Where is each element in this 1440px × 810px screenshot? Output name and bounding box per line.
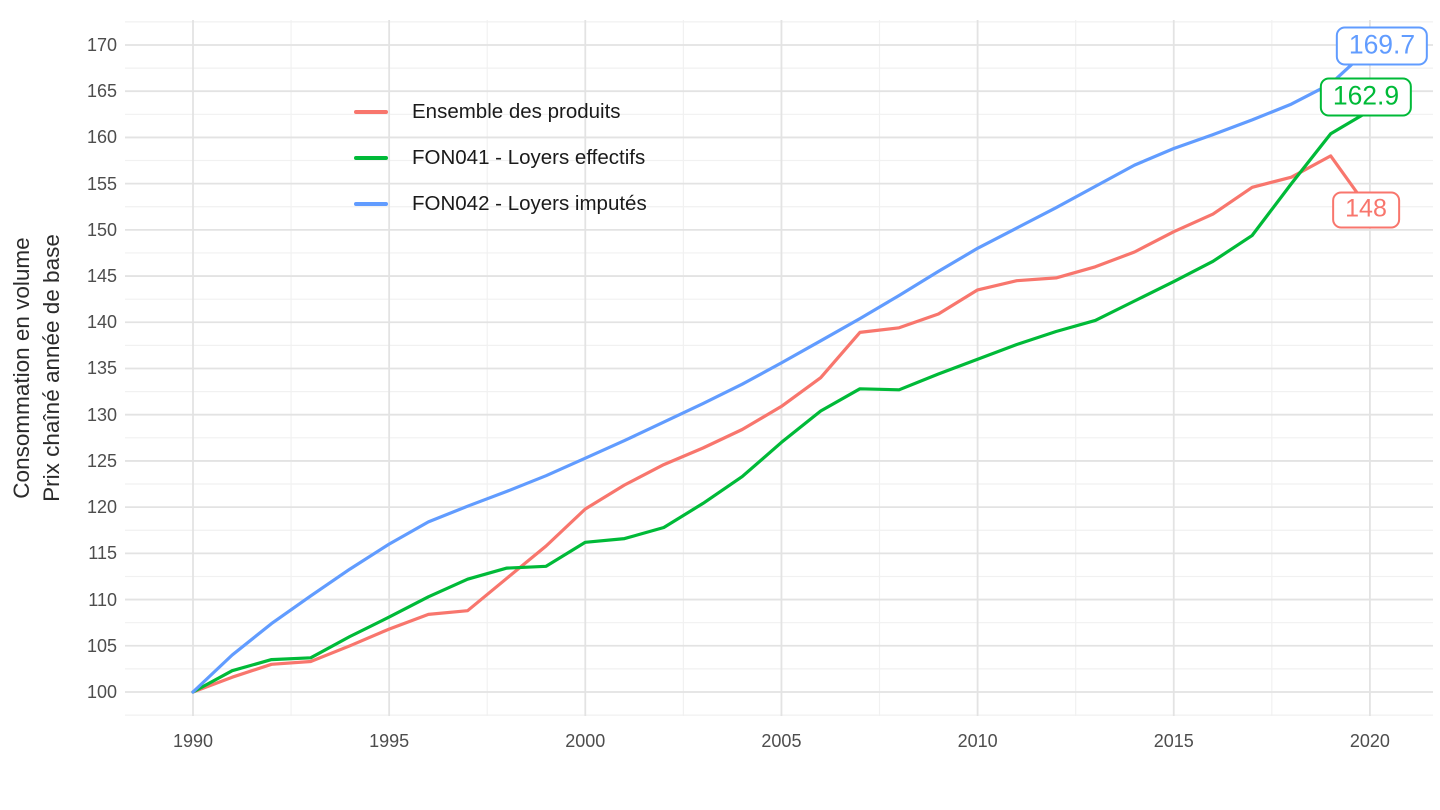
legend-item-fon042: FON042 - Loyers imputés <box>354 181 647 227</box>
legend-label: Ensemble des produits <box>412 100 621 123</box>
series-line-FON042 - Loyers imputés <box>191 46 1372 694</box>
x-tick-label-2010: 2010 <box>957 731 998 751</box>
end-value-label-blue: 169.7 <box>1335 26 1429 66</box>
legend-item-ensemble: Ensemble des produits <box>354 89 647 135</box>
y-tick-label-150: 150 <box>86 219 117 240</box>
x-tick-label-1995: 1995 <box>369 731 410 751</box>
y-tick-label-125: 125 <box>86 450 117 471</box>
series-line-Ensemble des produits <box>191 154 1360 694</box>
end-value-label-green: 162.9 <box>1319 77 1413 117</box>
y-tick-label-145: 145 <box>86 266 117 287</box>
y-tick-label-115: 115 <box>88 543 117 564</box>
x-tick-label-2020: 2020 <box>1349 731 1390 751</box>
legend-line-swatch-blue <box>354 202 388 206</box>
y-tick-label-105: 105 <box>86 635 117 656</box>
y-tick-label-140: 140 <box>86 312 117 333</box>
y-tick-label-110: 110 <box>88 589 117 610</box>
legend-line-swatch-red <box>354 110 388 114</box>
y-tick-label-135: 135 <box>86 358 117 379</box>
x-tick-label-2015: 2015 <box>1153 731 1194 751</box>
x-tick-label-2000: 2000 <box>565 731 606 751</box>
series-line-FON041 - Loyers effectifs <box>191 108 1372 694</box>
y-tick-label-100: 100 <box>86 682 117 702</box>
y-tick-label-155: 155 <box>86 173 117 194</box>
y-tick-label-120: 120 <box>86 497 117 518</box>
end-value-label-red: 148 <box>1332 191 1400 229</box>
y-tick-label-130: 130 <box>86 404 117 425</box>
x-tick-label-1990: 1990 <box>172 731 214 751</box>
y-tick-label-160: 160 <box>86 127 117 148</box>
x-tick-label-2005: 2005 <box>761 731 802 751</box>
y-tick-label-165: 165 <box>86 81 117 102</box>
y-tick-label-170: 170 <box>86 34 117 55</box>
y-axis-title-line1: Consommation en volume <box>9 237 34 499</box>
legend-label: FON041 - Loyers effectifs <box>412 146 646 169</box>
legend-line-swatch-green <box>354 156 388 160</box>
legend-item-fon041: FON041 - Loyers effectifs <box>354 135 647 181</box>
legend-label: FON042 - Loyers imputés <box>412 192 647 215</box>
legend: Ensemble des produits FON041 - Loyers ef… <box>354 89 647 227</box>
